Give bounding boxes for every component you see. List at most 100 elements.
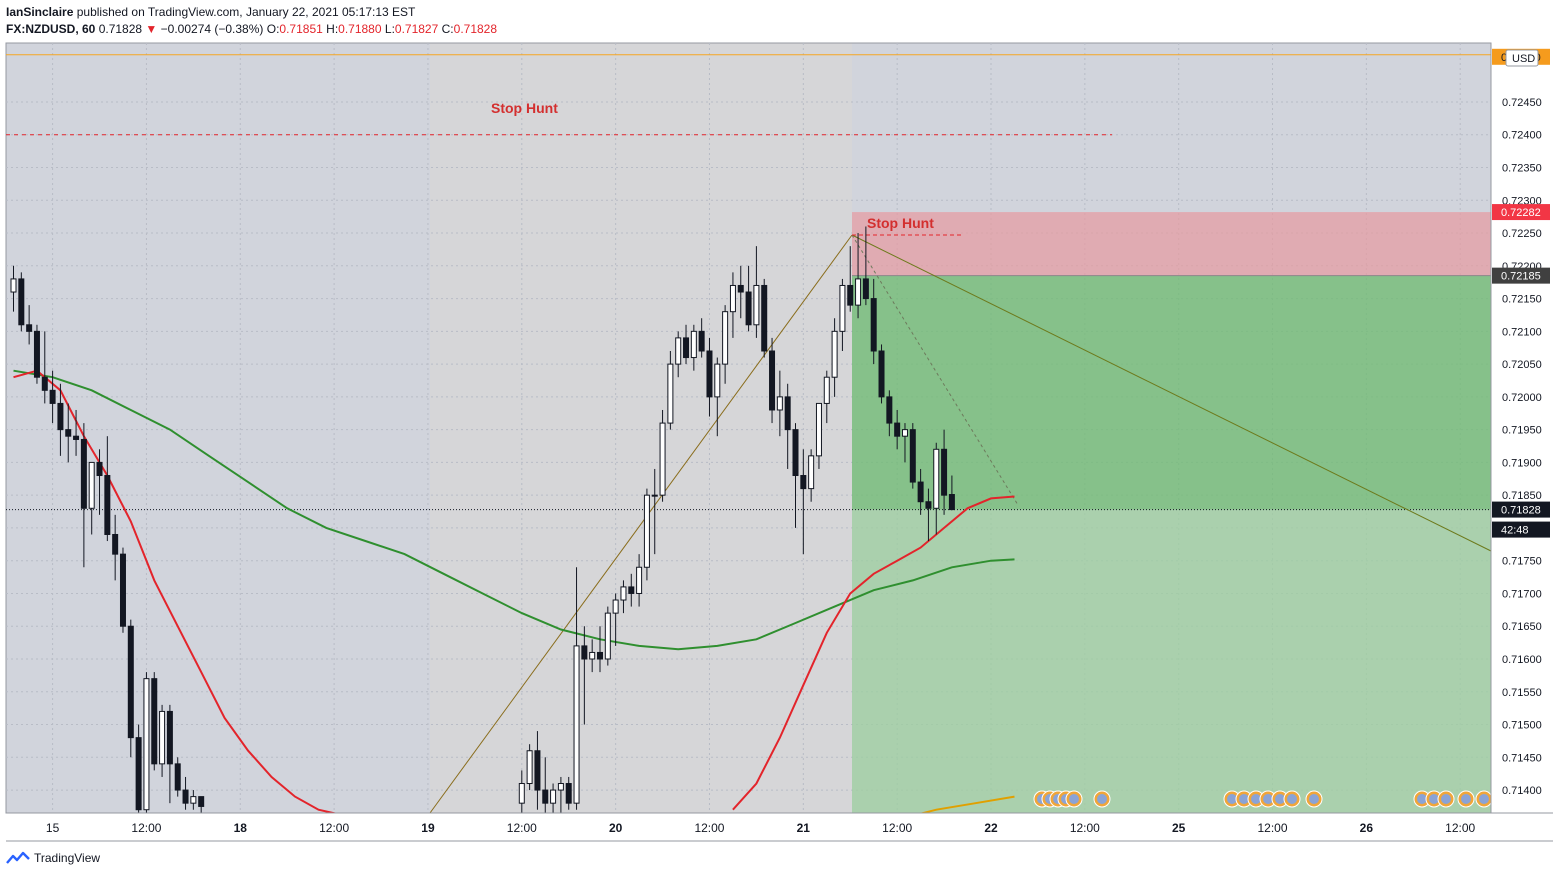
time-tick-label: 12:00: [694, 821, 724, 835]
event-flag-icon-inner: [1069, 794, 1079, 804]
candle-up: [855, 278, 862, 306]
candle-up: [190, 796, 197, 804]
candle-down: [166, 710, 173, 765]
candle-down: [174, 763, 181, 791]
price-tag-entry-bg: [1492, 267, 1550, 284]
price-tag-stop-bg: [1492, 204, 1550, 221]
time-axis: [6, 813, 1491, 841]
price-tick-label: 0.72450: [1502, 97, 1542, 109]
footer-brand[interactable]: TradingView: [34, 851, 101, 865]
event-flag-icon-inner: [1239, 794, 1249, 804]
price-tick-label: 0.71500: [1502, 720, 1542, 732]
time-tick-label: 12:00: [1445, 821, 1475, 835]
tradingview-logo-icon[interactable]: [6, 851, 30, 865]
currency-label: USD: [1512, 53, 1535, 65]
currency-box[interactable]: [1505, 49, 1539, 67]
candle-down: [151, 678, 158, 765]
candle-up: [589, 651, 596, 660]
ma-green-line: [13, 369, 1015, 651]
trend-line-dashed: [851, 234, 1019, 506]
event-flag-icon-inner: [1275, 794, 1285, 804]
candle-down: [41, 376, 48, 391]
price-axis: [1491, 43, 1553, 813]
close-value: 0.71828: [453, 22, 498, 36]
price-tag-current: 0.71828: [1501, 505, 1541, 517]
candle-down: [745, 291, 752, 326]
candle-down: [683, 337, 690, 359]
countdown-tag: 42:48: [1501, 525, 1529, 537]
candle-up: [573, 645, 580, 804]
candle-down: [909, 429, 916, 483]
candle-down: [597, 651, 603, 660]
candle-down: [565, 783, 572, 804]
time-tick-label: 21: [797, 821, 811, 835]
time-tick-label: 22: [984, 821, 998, 835]
range-shade: [430, 43, 852, 813]
time-tick-label: 18: [234, 821, 248, 835]
candle-down: [784, 396, 791, 431]
ma-red-line: [13, 369, 366, 821]
trend-line-up: [429, 234, 853, 814]
price-tag-current-bg: [1492, 501, 1550, 518]
candle-down: [847, 284, 854, 306]
ma-red-line-2: [732, 495, 1015, 811]
event-flag-icon-inner: [1441, 794, 1451, 804]
low-label: L:: [384, 22, 395, 36]
candle-up: [10, 278, 17, 293]
candle-up: [729, 284, 736, 313]
event-flag-icon-inner: [1309, 794, 1319, 804]
time-tick-label: 12:00: [319, 821, 349, 835]
price-tick-label: 0.72100: [1502, 326, 1542, 338]
stop-loss-zone: [852, 212, 1491, 276]
candle-down: [104, 475, 111, 535]
event-flag-icon-inner: [1417, 794, 1427, 804]
candle-down: [737, 284, 744, 293]
price-tick-label: 0.72150: [1502, 294, 1542, 306]
event-flag-icon-inner: [1461, 794, 1471, 804]
target-zone: [852, 509, 1491, 813]
price-tick-label: 0.71900: [1502, 457, 1542, 469]
time-tick-label: 19: [421, 821, 435, 835]
time-tick-label: 12:00: [1070, 821, 1100, 835]
candle-up: [933, 448, 940, 509]
candle-up: [143, 678, 150, 811]
candle-down: [80, 438, 87, 509]
symbol-label: FX:NZDUSD, 60: [6, 22, 96, 36]
stop-hunt-label-top: Stop Hunt: [491, 100, 558, 116]
candle-up: [604, 612, 611, 660]
candle-down: [925, 501, 932, 509]
candle-down: [698, 330, 705, 352]
candle-up: [831, 330, 838, 378]
time-tick-label: 12:00: [882, 821, 912, 835]
candle-up: [839, 284, 846, 332]
candle-down: [941, 448, 948, 496]
event-flag-icon-inner: [1227, 794, 1237, 804]
price-tick-label: 0.71400: [1502, 785, 1542, 797]
candle-up: [526, 750, 533, 785]
candle-down: [73, 435, 80, 440]
candle-down: [878, 350, 885, 398]
stop-hunt-label-mid: Stop Hunt: [867, 215, 934, 231]
candle-up: [651, 494, 658, 497]
author-name[interactable]: IanSinclaire: [6, 5, 74, 19]
price-tick-label: 0.72250: [1502, 228, 1542, 240]
price-tick-label: 0.71850: [1502, 490, 1542, 502]
candle-down: [894, 422, 901, 437]
candle-down: [26, 324, 33, 332]
candle-up: [643, 494, 650, 568]
price-tick-label: 0.71700: [1502, 588, 1542, 600]
candle-down: [65, 429, 72, 437]
candle-up: [823, 376, 830, 404]
time-tick-label: 12:00: [507, 821, 537, 835]
candle-up: [557, 783, 564, 791]
candle-up: [901, 429, 908, 437]
price-tick-label: 0.71450: [1502, 752, 1542, 764]
low-value: 0.71827: [394, 22, 439, 36]
candle-up: [612, 599, 619, 614]
time-tick-label: 25: [1172, 821, 1186, 835]
close-label: C:: [441, 22, 454, 36]
candle-down: [800, 475, 807, 490]
price-tick-label: 0.71650: [1502, 621, 1542, 633]
trend-line-down: [851, 234, 1492, 552]
